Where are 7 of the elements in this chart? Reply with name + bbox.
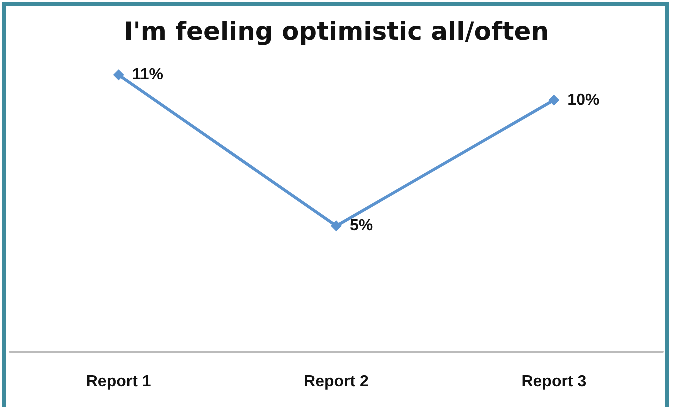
x-tick-label: Report 3 — [522, 374, 587, 390]
data-label: 10% — [568, 92, 600, 109]
chart-title: I'm feeling optimistic all/often — [124, 17, 550, 46]
data-label: 11% — [132, 66, 164, 84]
data-label: 5% — [350, 218, 374, 235]
x-tick-label: Report 1 — [86, 374, 152, 390]
x-tick-label: Report 2 — [304, 374, 370, 390]
